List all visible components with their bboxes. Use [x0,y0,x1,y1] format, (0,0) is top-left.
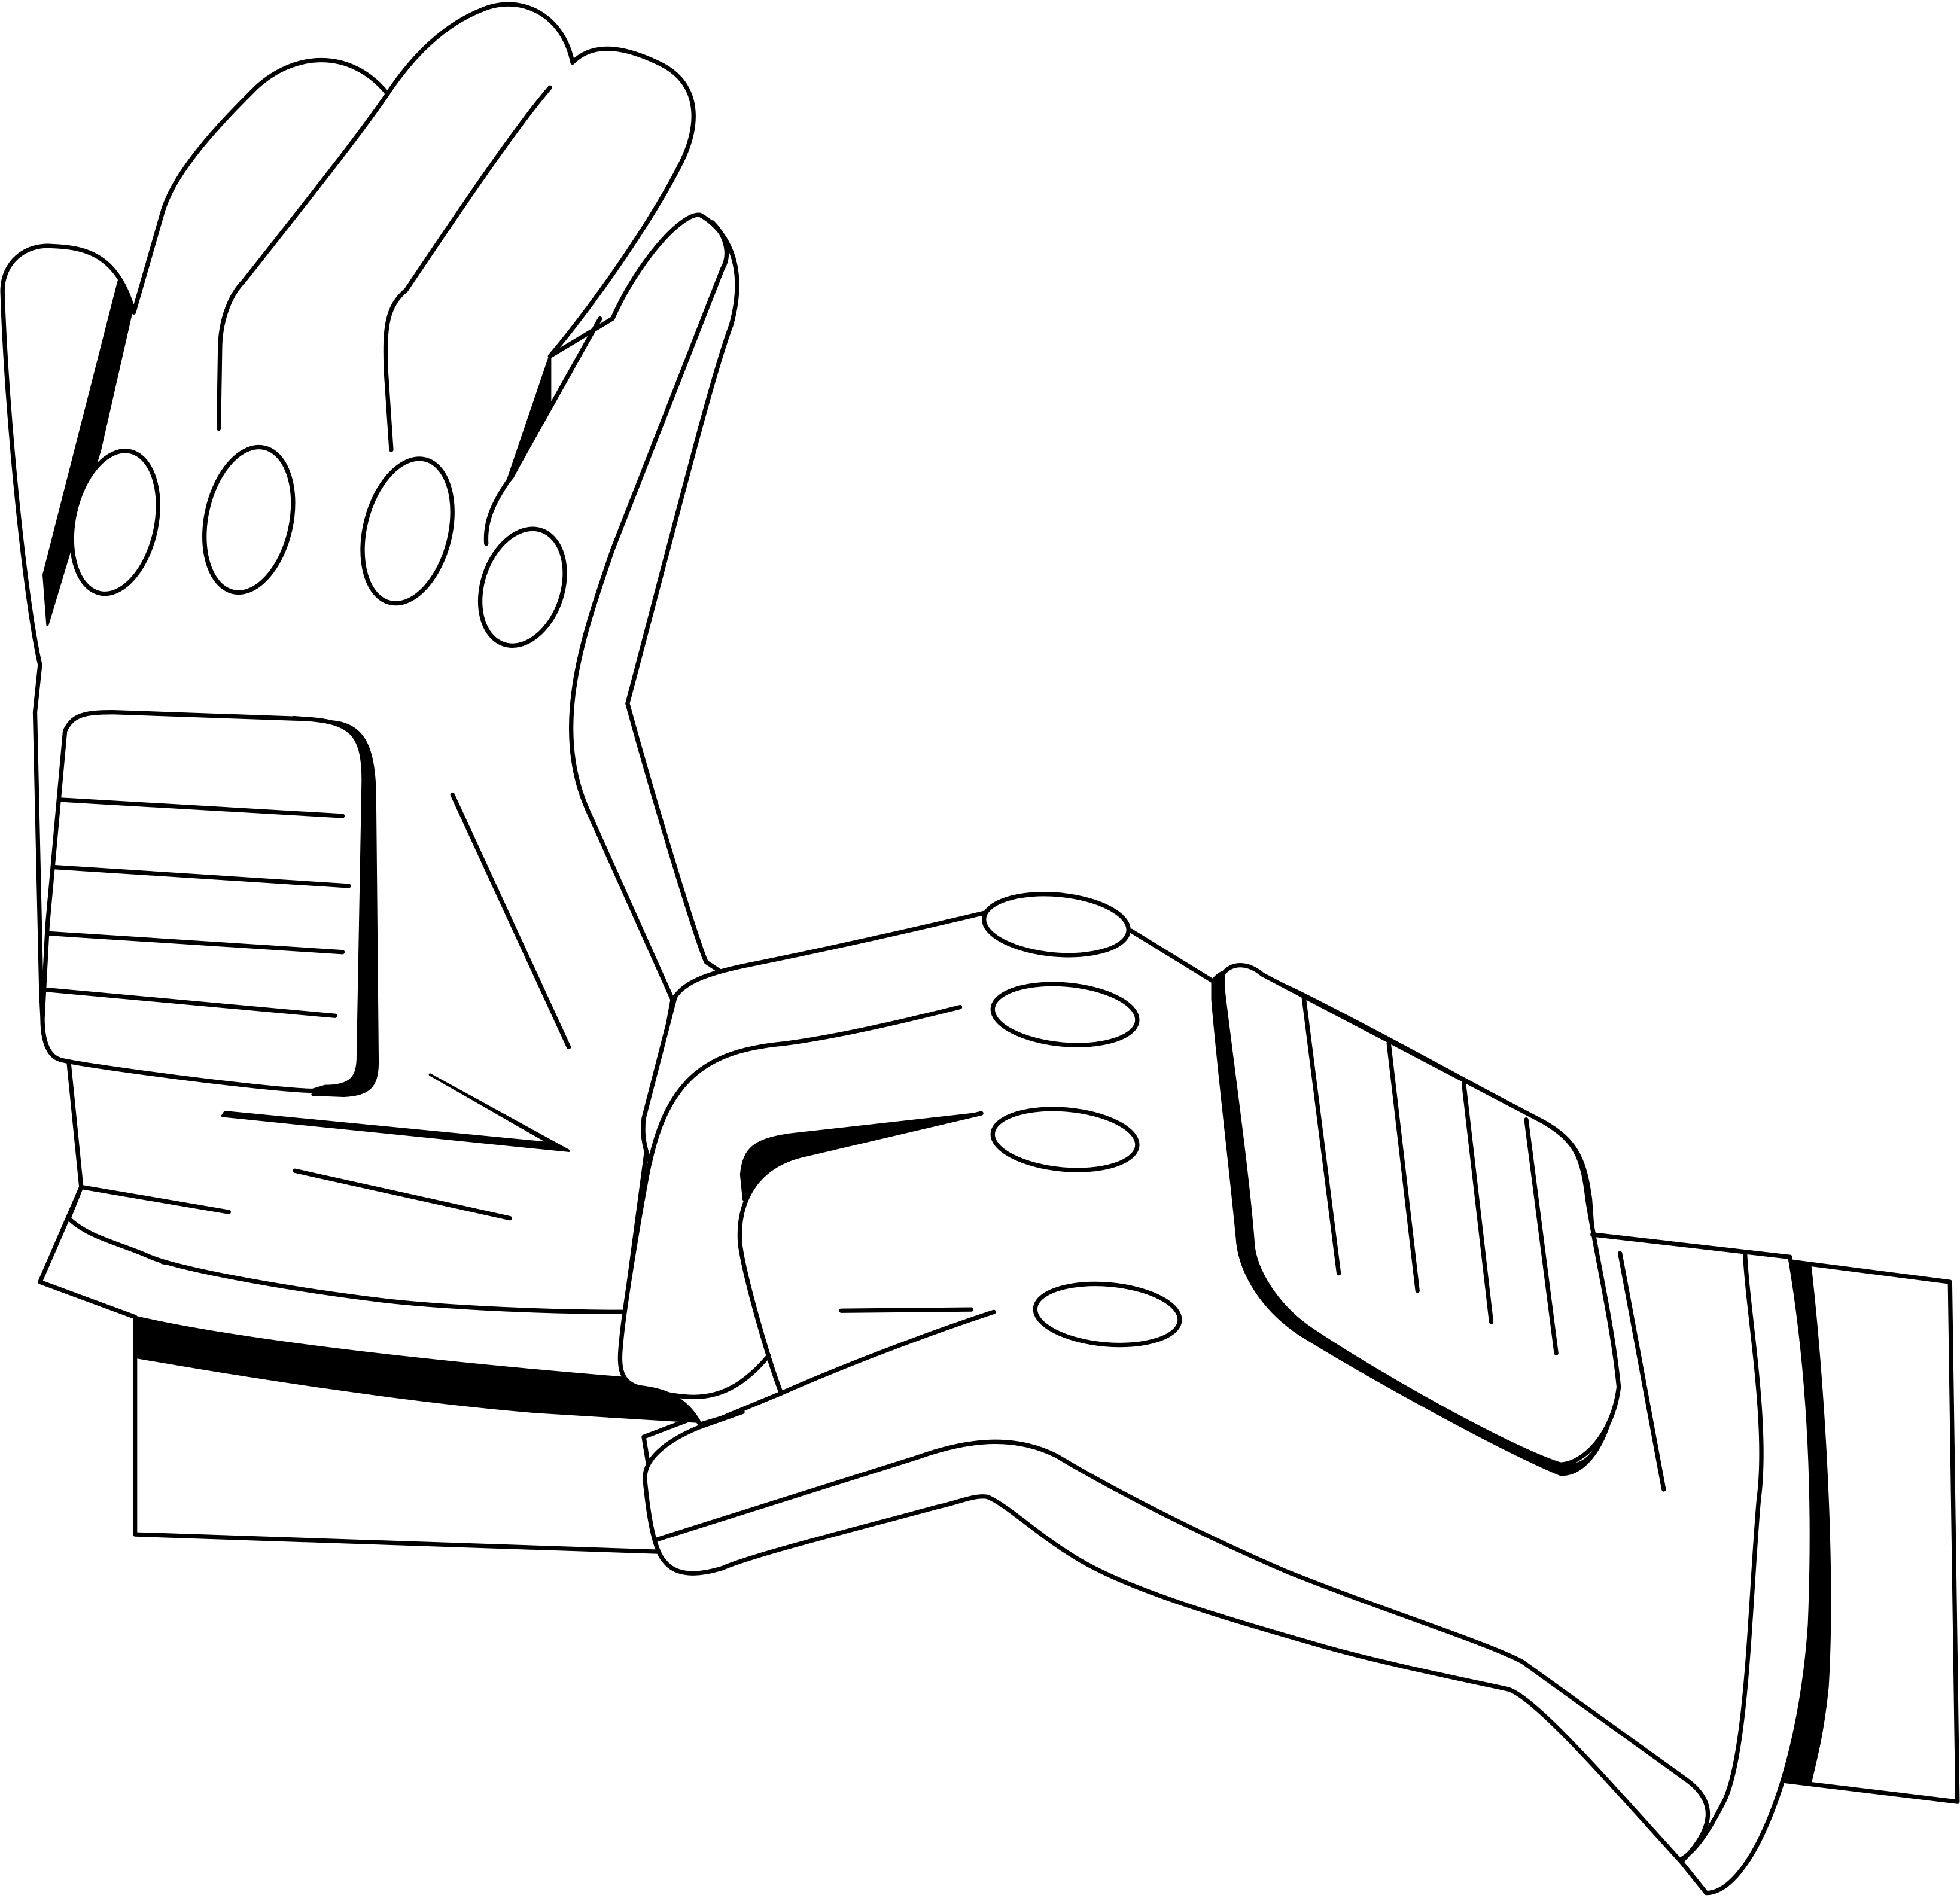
upright-glove-wedge-shadow [221,1073,570,1152]
upright-glove-detail-line-3 [79,1184,231,1214]
horizontal-glove-palm-seam [655,1439,1711,1865]
upright-glove-knuckle-hole-2 [202,444,296,595]
horizontal-glove-body [617,910,1814,1896]
upright-glove-panel-stripe-3 [46,931,345,955]
upright-glove-panel-stripe-1 [57,797,345,818]
horizontal-glove-finger-seam-3 [635,1353,771,1400]
horizontal-glove-cuff-seam-2 [1679,1251,1764,1862]
upright-glove-body [0,2,739,1314]
horizontal-glove-finger-seam-2 [737,1111,984,1396]
upright-glove-panel-stripe-4 [42,987,337,1018]
horizontal-glove-thumb-seam [698,1309,996,1430]
horizontal-glove-finger-seam-1 [647,1004,963,1165]
horizontal-glove-knuckle-hole-4 [1033,1281,1182,1348]
upright-glove-thumb-seam [568,220,729,1002]
upright-glove-finger-seam-2 [383,85,552,452]
horizontal-glove-knuckle-hole-2 [990,982,1140,1047]
upright-glove-knuckle-hole-4 [477,526,567,648]
horizontal-glove-knuckle-hole-3 [990,1107,1140,1172]
horizontal-glove-cuff-top-edge [1590,1232,1792,1260]
upright-glove-detail-line-2 [293,1168,513,1221]
horizontal-glove-cuff-seam-1 [1618,1251,1666,1492]
upright-glove-finger-seam-1 [216,92,390,431]
upright-glove-back-panel [40,710,366,1093]
upright-glove [0,2,745,1555]
upright-glove-knuckle-hole-1 [69,449,160,596]
horizontal-glove-detail-line-1 [839,1307,974,1313]
upright-glove-knuckle-hole-3 [360,456,455,606]
horizontal-glove-panel-stripe-2 [1386,1041,1420,1293]
horizontal-glove-panel-stripe-4 [1524,1117,1559,1355]
upright-glove-panel-stripe-2 [53,865,351,888]
horizontal-glove-knuckle-hole-1 [981,892,1131,958]
upright-glove-detail-line-1 [450,792,571,1050]
horizontal-glove-panel-stripe-1 [1301,995,1341,1276]
horizontal-glove-back-panel [1220,963,1621,1467]
upright-glove-finger-shadow-2 [505,355,552,486]
horizontal-glove [617,892,1960,1896]
horizontal-glove-panel-stripe-3 [1461,1081,1494,1324]
